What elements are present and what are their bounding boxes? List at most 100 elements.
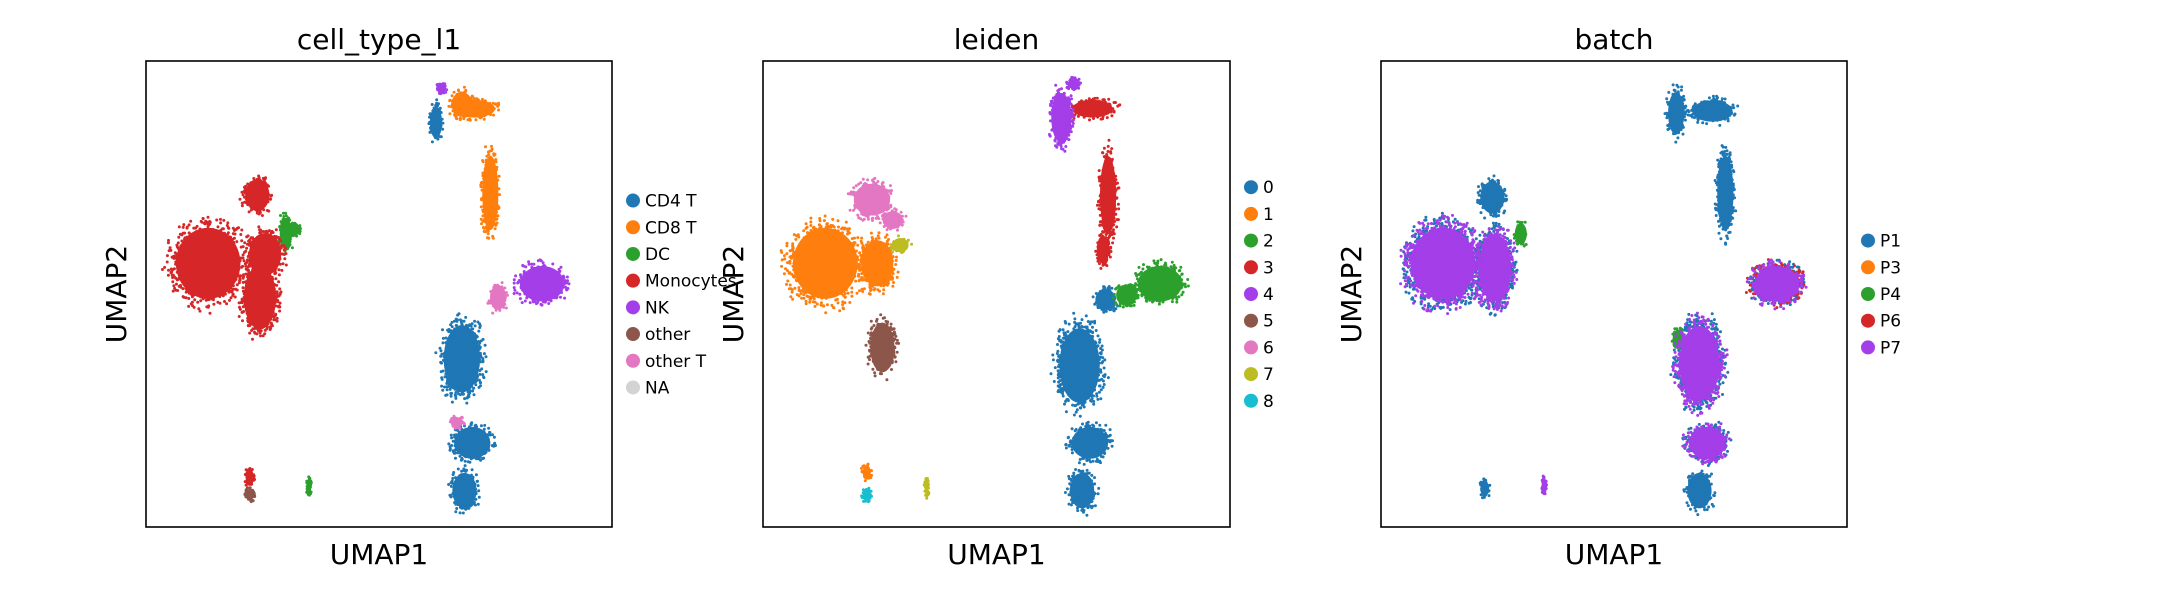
point (179, 264, 182, 267)
point (520, 301, 524, 305)
point (473, 436, 477, 440)
point (793, 286, 797, 290)
point (282, 244, 286, 248)
point (796, 266, 800, 270)
point (277, 305, 281, 309)
point (536, 259, 540, 263)
legend-item-cd4-t: CD4 T (626, 192, 697, 212)
point (1062, 376, 1066, 380)
point (470, 322, 474, 326)
point (500, 285, 504, 289)
point (458, 377, 462, 381)
point (247, 469, 251, 472)
point (454, 391, 458, 394)
point (1099, 455, 1103, 458)
point (1096, 334, 1100, 338)
point (1069, 503, 1073, 507)
point (213, 262, 217, 266)
point (1084, 477, 1088, 481)
point (201, 247, 205, 251)
point (239, 256, 243, 260)
point (455, 102, 459, 106)
point (1086, 500, 1090, 504)
point (524, 273, 527, 277)
point (1063, 360, 1067, 363)
point (271, 310, 275, 314)
legend-item-other: other (626, 325, 690, 345)
point (481, 171, 485, 175)
point (183, 231, 187, 235)
point-cloud (486, 281, 509, 315)
point (464, 113, 467, 117)
point (196, 285, 200, 289)
point (225, 224, 229, 227)
point (498, 308, 502, 312)
point (263, 332, 267, 336)
point (469, 494, 473, 498)
panel-title: cell_type_l1 (297, 23, 461, 56)
point (493, 227, 497, 231)
point (225, 302, 229, 306)
point (252, 290, 256, 294)
point (469, 429, 473, 432)
point (215, 218, 219, 222)
point (1099, 370, 1103, 374)
point (306, 487, 310, 491)
point (502, 290, 506, 294)
point (197, 307, 201, 311)
point (249, 208, 253, 212)
point (202, 242, 206, 246)
point (488, 101, 492, 105)
point (226, 271, 230, 274)
point (1053, 366, 1057, 370)
point (1088, 444, 1091, 448)
point (441, 341, 445, 345)
series-cd4-t (427, 98, 497, 515)
point (553, 292, 557, 296)
point (479, 431, 483, 435)
point (218, 267, 222, 271)
point (193, 232, 197, 236)
point (449, 392, 453, 395)
point (262, 208, 266, 212)
point (1089, 368, 1093, 372)
point (492, 113, 495, 117)
point (465, 442, 469, 446)
point (240, 265, 244, 269)
point (238, 276, 242, 280)
point (445, 380, 449, 384)
point (279, 244, 283, 247)
point (463, 359, 467, 363)
point (290, 246, 294, 250)
point (1076, 450, 1080, 454)
point (464, 315, 468, 319)
point (264, 233, 268, 237)
point (460, 323, 464, 326)
legend-item-nk: NK (626, 298, 670, 318)
point (835, 261, 839, 265)
point (809, 236, 813, 239)
point (443, 360, 447, 363)
point (278, 309, 282, 313)
point (544, 299, 548, 303)
point (465, 367, 469, 371)
point (253, 331, 257, 335)
point (181, 295, 185, 299)
point (467, 474, 471, 478)
point (531, 298, 535, 302)
point (560, 291, 563, 294)
point (1070, 381, 1074, 385)
plot-area (160, 82, 571, 515)
point (805, 225, 809, 229)
point (284, 252, 288, 256)
point (284, 263, 288, 267)
point (1062, 331, 1066, 335)
point (474, 431, 478, 435)
point (496, 286, 500, 290)
point (298, 226, 302, 230)
point (172, 267, 176, 271)
point (792, 261, 796, 265)
point (264, 274, 268, 278)
point (243, 185, 246, 189)
point (166, 273, 170, 277)
